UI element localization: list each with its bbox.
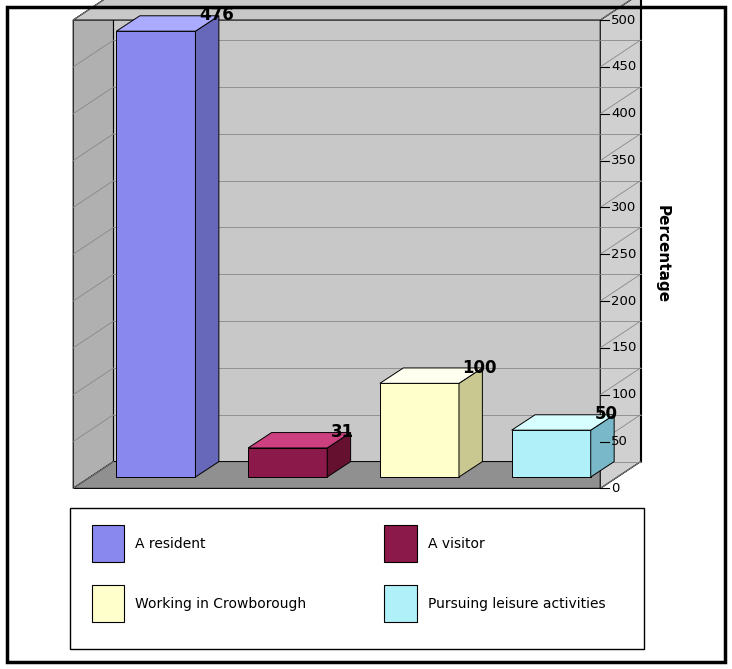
Text: 300: 300 [611,201,636,214]
Polygon shape [591,415,614,477]
Text: 400: 400 [611,107,636,120]
Text: 0: 0 [611,482,619,495]
Polygon shape [113,0,640,462]
Text: 450: 450 [611,60,636,74]
Text: 250: 250 [611,248,637,261]
Text: Pursuing leisure activities: Pursuing leisure activities [428,597,606,611]
Polygon shape [70,508,644,649]
Polygon shape [92,585,124,622]
Polygon shape [116,16,219,31]
Text: 150: 150 [611,341,637,355]
Polygon shape [512,430,591,477]
Polygon shape [327,433,351,477]
Text: 200: 200 [611,294,636,308]
Polygon shape [73,462,641,488]
Text: 350: 350 [611,154,637,167]
Polygon shape [384,525,417,562]
Polygon shape [92,525,124,562]
Polygon shape [384,585,417,622]
Polygon shape [512,415,614,430]
Text: 31: 31 [331,423,354,442]
Polygon shape [73,0,641,20]
Text: A visitor: A visitor [428,537,485,551]
Text: A resident: A resident [135,537,206,551]
Text: 100: 100 [611,388,636,401]
Text: 476: 476 [199,7,234,25]
Polygon shape [380,383,459,477]
Polygon shape [248,433,351,448]
Text: Working in Crowborough: Working in Crowborough [135,597,307,611]
Polygon shape [73,0,113,488]
Polygon shape [380,368,482,383]
Polygon shape [600,0,640,488]
Text: 100: 100 [463,359,497,377]
Text: 500: 500 [611,13,636,27]
Polygon shape [248,448,327,477]
Text: Percentage: Percentage [655,205,670,303]
Polygon shape [116,31,195,477]
Polygon shape [459,368,482,477]
Text: 50: 50 [594,405,617,423]
Polygon shape [195,16,219,477]
Text: 50: 50 [611,435,628,448]
